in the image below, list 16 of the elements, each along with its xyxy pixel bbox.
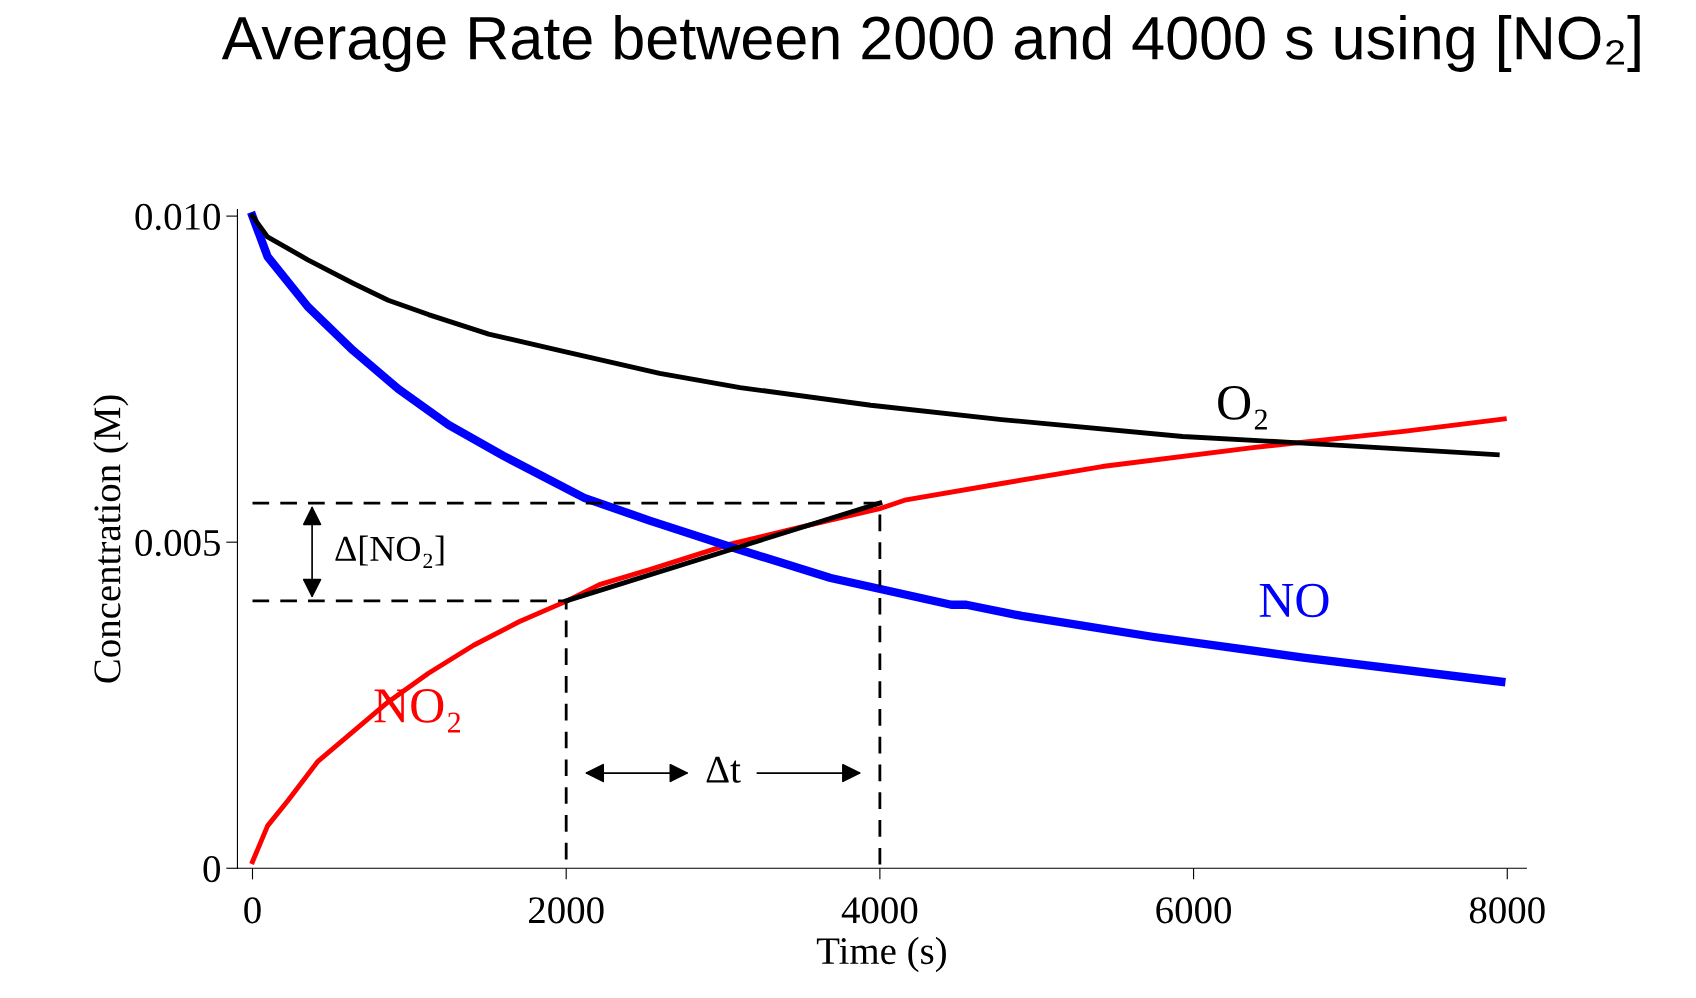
- x-tick-label: 8000: [1469, 897, 1545, 924]
- x-tick-label: 6000: [1156, 897, 1231, 924]
- x-tick-label: 4000: [841, 897, 918, 924]
- x-tick-label: 2000: [529, 897, 604, 924]
- line-series: [250, 213, 1500, 458]
- y-tick-label: 0: [203, 855, 220, 883]
- series-label: O₂: [1218, 386, 1267, 430]
- y-tick-label: 0.005: [135, 529, 220, 557]
- chart-title: Average Rate between 2000 and 4000 s using [NO₂]: [221, 14, 1640, 72]
- x-axis-title: Time (s): [816, 936, 946, 973]
- series-label: NO: [1259, 583, 1329, 618]
- annotation: Δ[NO₂]: [335, 535, 444, 568]
- y-axis-title: Concentration (M): [93, 395, 129, 683]
- annotation: Δt: [706, 756, 741, 783]
- x-tick-label: 0: [244, 897, 261, 924]
- y-tick-label: 0.010: [135, 203, 220, 231]
